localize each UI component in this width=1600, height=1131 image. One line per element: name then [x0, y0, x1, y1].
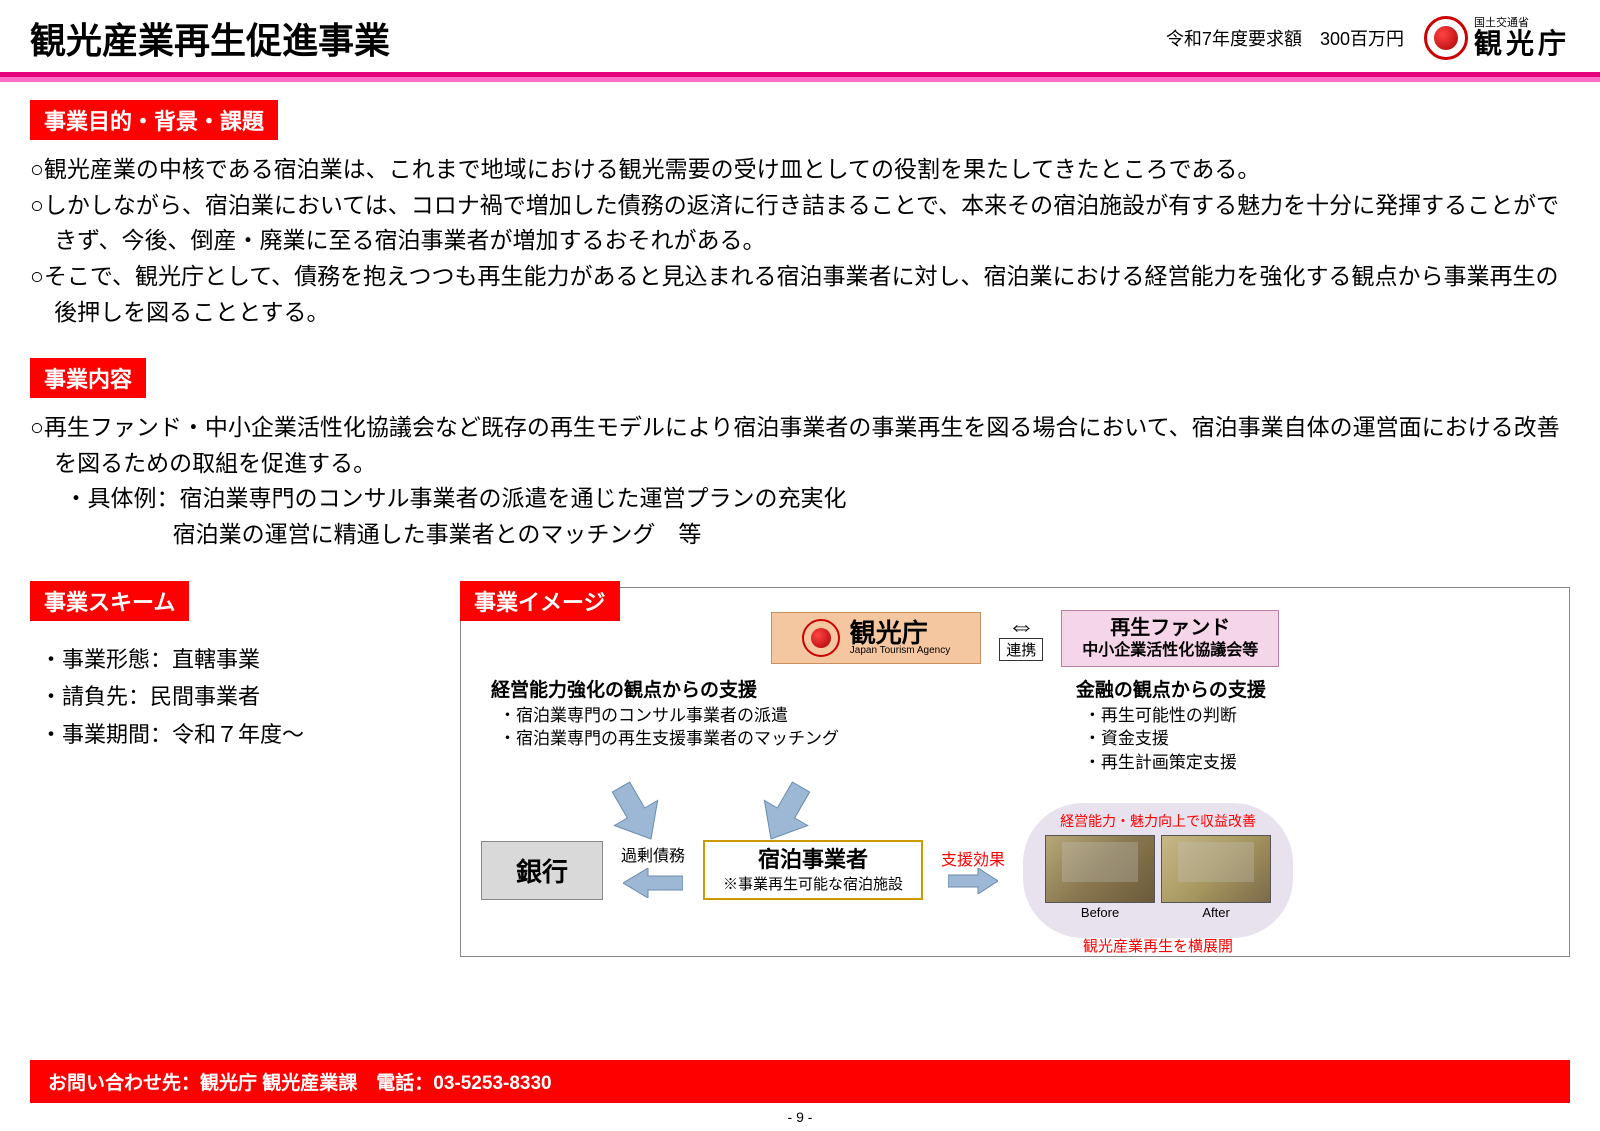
jta-sub: Japan Tourism Agency — [850, 646, 950, 656]
purpose-heading: 事業目的・背景・課題 — [30, 100, 278, 140]
before-label: Before — [1045, 905, 1155, 920]
scheme-column: 事業スキーム ・事業形態：直轄事業 ・請負先：民間事業者 ・事業期間：令和７年度… — [30, 581, 430, 753]
right-support-1: ・再生可能性の判断 — [1084, 704, 1539, 728]
right-support-3: ・再生計画策定支援 — [1084, 751, 1539, 775]
left-arrow-icon — [623, 868, 683, 898]
scheme-heading: 事業スキーム — [30, 581, 189, 621]
link-label: 連携 — [999, 638, 1043, 661]
double-arrow-icon: ⇔ — [1007, 615, 1035, 637]
right-arrow-icon — [948, 868, 998, 894]
left-support-title: 経営能力強化の観点からの支援 — [491, 675, 1036, 702]
lower-row: 事業スキーム ・事業形態：直轄事業 ・請負先：民間事業者 ・事業期間：令和７年度… — [30, 581, 1570, 957]
agency-logo: 国土交通省 観光庁 — [1424, 16, 1570, 60]
operator-box: 宿泊事業者 ※事業再生可能な宿泊施設 — [703, 840, 923, 900]
header-right: 令和7年度要求額 300百万円 国土交通省 観光庁 — [1166, 16, 1570, 60]
fund-sub: 中小企業活性化協議会等 — [1082, 641, 1258, 662]
scheme-item-3: ・事業期間：令和７年度～ — [40, 716, 430, 753]
left-support: 経営能力強化の観点からの支援 ・宿泊業専門のコンサル事業者の派遣 ・宿泊業専門の… — [491, 675, 1036, 775]
content-area: 事業目的・背景・課題 ○観光産業の中核である宿泊業は、これまで地域における観光需… — [0, 82, 1600, 957]
debt-arrow-wrap: 過剰債務 — [621, 842, 685, 898]
content-ex1: ・具体例：宿泊業専門のコンサル事業者の派遣を通じた運営プランの充実化 — [30, 481, 1570, 517]
content-p1: ○再生ファンド・中小企業活性化協議会など既存の再生モデルにより宿泊事業者の事業再… — [30, 410, 1570, 481]
image-column: 事業イメージ 観光庁 Japan Tourism Agency ⇔ 連携 — [460, 581, 1570, 957]
page-number: - 9 - — [0, 1109, 1600, 1125]
logo-circle-icon — [1424, 16, 1468, 60]
fund-box: 再生ファンド 中小企業活性化協議会等 — [1061, 610, 1279, 667]
bank-box: 銀行 — [481, 841, 603, 900]
result-oval: 経営能力・魅力向上で収益改善 Before After 観光産業再生を横展開 — [1023, 803, 1293, 938]
before-photo — [1045, 835, 1155, 903]
diagram-box: 観光庁 Japan Tourism Agency ⇔ 連携 再生ファンド 中小企… — [460, 587, 1570, 957]
debt-label: 過剰債務 — [621, 842, 685, 866]
jta-main: 観光庁 — [850, 620, 950, 646]
page-title: 観光産業再生促進事業 — [30, 12, 390, 64]
photo-labels: Before After — [1039, 905, 1277, 920]
scheme-item-1: ・事業形態：直轄事業 — [40, 641, 430, 678]
diagram-top-row: 観光庁 Japan Tourism Agency ⇔ 連携 再生ファンド 中小企… — [501, 610, 1549, 667]
after-photo — [1161, 835, 1271, 903]
fund-title: 再生ファンド — [1082, 615, 1258, 641]
header: 観光産業再生促進事業 令和7年度要求額 300百万円 国土交通省 観光庁 — [0, 0, 1600, 72]
divider-bar — [0, 72, 1600, 82]
budget-text: 令和7年度要求額 300百万円 — [1166, 25, 1404, 51]
purpose-p2: ○しかしながら、宿泊業においては、コロナ禍で増加した債務の返済に行き詰まることで… — [30, 188, 1570, 259]
logo-maintitle: 観光庁 — [1474, 29, 1570, 60]
result-bottom: 観光産業再生を横展開 — [1023, 935, 1293, 956]
diagram-mid-row: 経営能力強化の観点からの支援 ・宿泊業専門のコンサル事業者の派遣 ・宿泊業専門の… — [481, 675, 1549, 775]
jta-logo-icon — [802, 619, 840, 657]
scheme-list: ・事業形態：直轄事業 ・請負先：民間事業者 ・事業期間：令和７年度～ — [30, 641, 430, 753]
effect-arrow-wrap: 支援効果 — [941, 846, 1005, 894]
effect-label: 支援効果 — [941, 846, 1005, 870]
scheme-item-2: ・請負先：民間事業者 — [40, 678, 430, 715]
diagram-bottom-row: 銀行 過剰債務 宿泊事業者 ※事業再生可能な宿泊施設 支援効果 — [481, 803, 1549, 938]
right-support: 金融の観点からの支援 ・再生可能性の判断 ・資金支援 ・再生計画策定支援 — [1076, 675, 1539, 775]
content-ex2: 宿泊業の運営に精通した事業者とのマッチング 等 — [30, 517, 1570, 553]
link-arrow: ⇔ 連携 — [999, 615, 1043, 660]
jta-box: 観光庁 Japan Tourism Agency — [771, 612, 981, 664]
left-support-2: ・宿泊業専門の再生支援事業者のマッチング — [499, 727, 1036, 751]
content-body: ○再生ファンド・中小企業活性化協議会など既存の再生モデルにより宿泊事業者の事業再… — [30, 410, 1570, 553]
result-top: 経営能力・魅力向上で収益改善 — [1039, 811, 1277, 831]
image-heading: 事業イメージ — [460, 581, 620, 621]
left-support-1: ・宿泊業専門のコンサル事業者の派遣 — [499, 704, 1036, 728]
purpose-body: ○観光産業の中核である宿泊業は、これまで地域における観光需要の受け皿としての役割… — [30, 152, 1570, 330]
right-support-2: ・資金支援 — [1084, 727, 1539, 751]
logo-subtitle: 国土交通省 — [1474, 17, 1570, 29]
purpose-p1: ○観光産業の中核である宿泊業は、これまで地域における観光需要の受け皿としての役割… — [30, 152, 1570, 188]
after-label: After — [1161, 905, 1271, 920]
operator-title: 宿泊事業者 — [723, 846, 903, 875]
right-support-title: 金融の観点からの支援 — [1076, 675, 1539, 702]
purpose-p3: ○そこで、観光庁として、債務を抱えつつも再生能力があると見込まれる宿泊事業者に対… — [30, 259, 1570, 330]
operator-sub: ※事業再生可能な宿泊施設 — [723, 875, 903, 895]
footer-contact: お問い合わせ先：観光庁 観光産業課 電話：03-5253-8330 — [30, 1060, 1570, 1103]
photos-row — [1039, 835, 1277, 903]
content-heading: 事業内容 — [30, 358, 146, 398]
